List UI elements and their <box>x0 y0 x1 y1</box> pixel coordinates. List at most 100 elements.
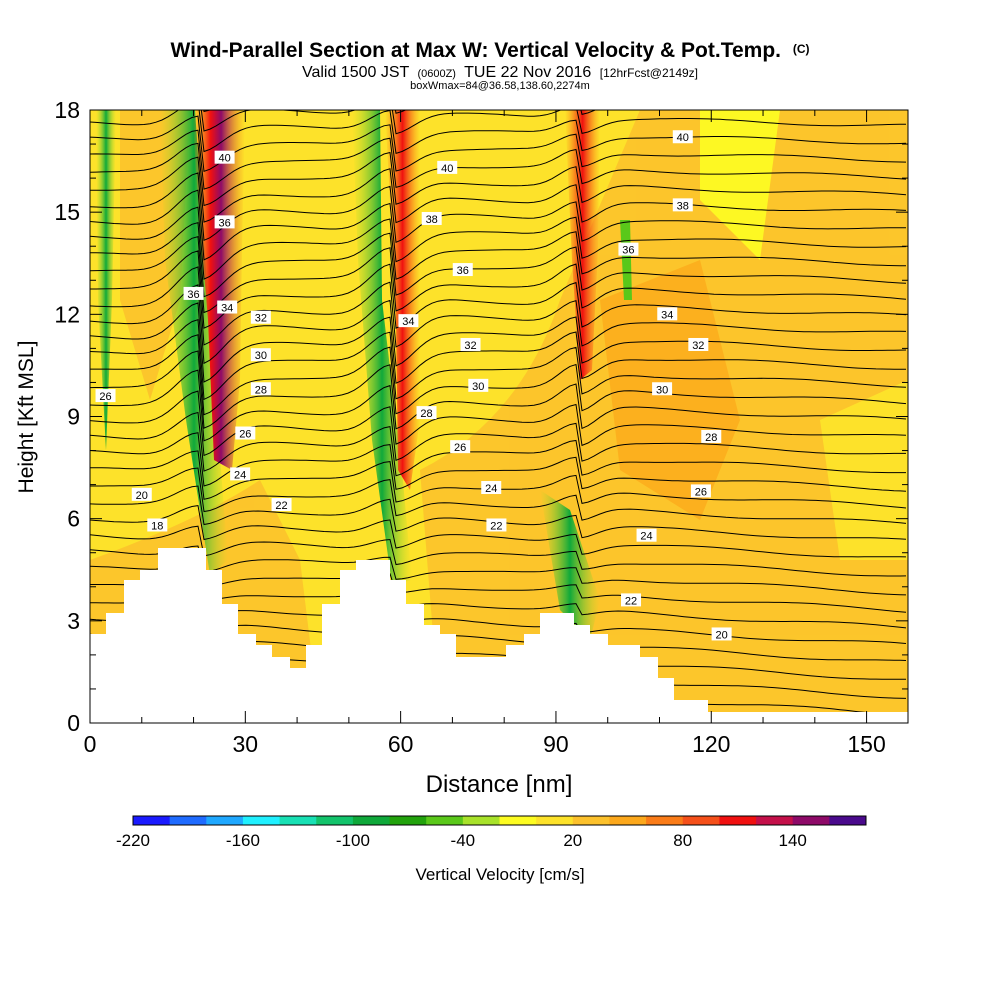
subtitle-date: TUE 22 Nov 2016 <box>464 64 591 81</box>
isentrope-line <box>90 467 907 524</box>
contour-label-text: 26 <box>454 442 466 454</box>
downdraft-bands <box>96 110 632 640</box>
isentrope-line <box>90 319 907 401</box>
subtitle-utc: (0600Z) <box>417 68 456 80</box>
isentrope-line <box>90 129 907 190</box>
contour-label: 30 <box>652 382 673 396</box>
contour-label: 26 <box>690 484 711 498</box>
contour-label-box <box>437 160 458 174</box>
contour-label: 20 <box>711 627 732 641</box>
isentrope-line <box>90 350 907 430</box>
contour-label-text: 22 <box>625 595 637 607</box>
contour-label-box <box>183 286 204 300</box>
contour-label: 38 <box>421 211 442 226</box>
isentrope-line <box>90 505 907 558</box>
y-tick-label: 3 <box>67 608 80 634</box>
colorbar-swatch <box>572 816 610 825</box>
colorbar-swatch <box>792 816 830 825</box>
contour-label-box <box>657 307 678 321</box>
y-tick-label: 18 <box>54 97 80 123</box>
contour-label: 40 <box>214 150 235 165</box>
contour-label-text: 32 <box>692 340 704 352</box>
colorbar-label: Vertical Velocity [cm/s] <box>415 865 584 884</box>
contour-label-text: 40 <box>677 132 689 144</box>
chart-title: Wind-Parallel Section at Max W: Vertical… <box>170 39 809 62</box>
contour-label-text: 40 <box>218 153 230 165</box>
colorbar <box>132 815 867 826</box>
contour-label-text: 26 <box>695 486 707 498</box>
contour-label-box <box>235 426 256 440</box>
x-axis-label: Distance [nm] <box>426 771 573 798</box>
contour-label: 36 <box>214 215 235 229</box>
contour-label: 34 <box>657 307 678 321</box>
contour-label-text: 24 <box>485 483 497 495</box>
colorbar-swatch <box>609 816 647 825</box>
colorbar-swatch <box>316 816 354 825</box>
colorbar-swatch <box>499 816 537 825</box>
isentrope-line <box>90 302 906 384</box>
contour-label-box <box>250 310 271 324</box>
contour-label-text: 28 <box>420 408 432 420</box>
contour-label-text: 18 <box>151 520 163 532</box>
contour-label-text: 36 <box>457 265 469 277</box>
x-tick-label: 0 <box>84 731 97 757</box>
contour-label-box <box>217 300 238 314</box>
contour-label-box <box>701 429 722 443</box>
contour-label-box <box>672 130 693 144</box>
isentrope-line <box>90 142 907 207</box>
contour-label-text: 32 <box>464 340 476 352</box>
x-tick-label: 30 <box>233 731 259 757</box>
contour-label-box <box>421 211 442 225</box>
terrain <box>90 548 908 723</box>
contour-label: 34 <box>398 314 419 328</box>
colorbar-swatch <box>389 816 427 825</box>
contour-label: 32 <box>460 337 481 352</box>
updraft-band <box>565 110 600 380</box>
contour-label: 32 <box>688 337 709 352</box>
contour-label-text: 34 <box>661 309 673 321</box>
contour-label: 22 <box>486 518 507 532</box>
contour-label-text: 34 <box>221 303 233 315</box>
contour-label: 36 <box>618 242 639 257</box>
colorbar-tick-labels: -220 -160 -100 -40 20 80 140 <box>116 831 807 850</box>
downdraft-band <box>96 110 116 450</box>
colorbar-swatch <box>133 816 171 825</box>
isentrope-line <box>90 284 907 367</box>
axis-ticks <box>89 109 908 724</box>
contour-label-text: 28 <box>255 384 267 396</box>
y-tick-label: 9 <box>67 404 80 430</box>
contour-label: 30 <box>250 348 271 362</box>
contour-label: 22 <box>621 593 642 607</box>
colorbar-swatch <box>352 816 391 825</box>
y-tick-label: 0 <box>67 710 80 736</box>
colorbar-tick-label: -100 <box>336 831 370 850</box>
contour-label: 18 <box>147 518 168 532</box>
contour-label-layer: 40 36 36 34 32 30 28 26 26 24 22 20 18 40 38 36 34 32 30 28… <box>95 130 732 641</box>
contour-label-box <box>214 150 235 164</box>
contour-label-text: 30 <box>255 350 267 362</box>
contour-label-text: 32 <box>255 313 267 325</box>
contour-label-text: 22 <box>275 500 287 512</box>
colorbar-tick-label: 140 <box>779 831 807 850</box>
isentrope-line <box>90 334 907 416</box>
colorbar-swatch <box>206 816 244 825</box>
contour-label: 38 <box>672 198 693 212</box>
downdraft-band <box>352 110 412 585</box>
colorbar-swatch <box>719 816 757 825</box>
y-tick-label: 15 <box>54 199 80 225</box>
contour-label-text: 22 <box>490 520 502 532</box>
contour-label: 36 <box>183 286 204 301</box>
isentrope-line <box>90 525 907 577</box>
x-tick-label: 90 <box>543 731 569 757</box>
y-tick-label: 6 <box>67 506 80 532</box>
subtitle-forecast: [12hrFcst@2149z] <box>600 66 698 80</box>
y-tick-labels: 0 3 6 9 12 15 18 <box>54 97 80 736</box>
contour-label-box <box>618 242 639 256</box>
contour-label-box <box>95 389 116 403</box>
colorbar-tick-label: -40 <box>451 831 476 850</box>
colorbar-swatch <box>829 816 867 825</box>
isentrope-line <box>90 235 907 314</box>
colorbar-tick-label: -220 <box>116 831 150 850</box>
colorbar-swatch <box>169 816 207 825</box>
